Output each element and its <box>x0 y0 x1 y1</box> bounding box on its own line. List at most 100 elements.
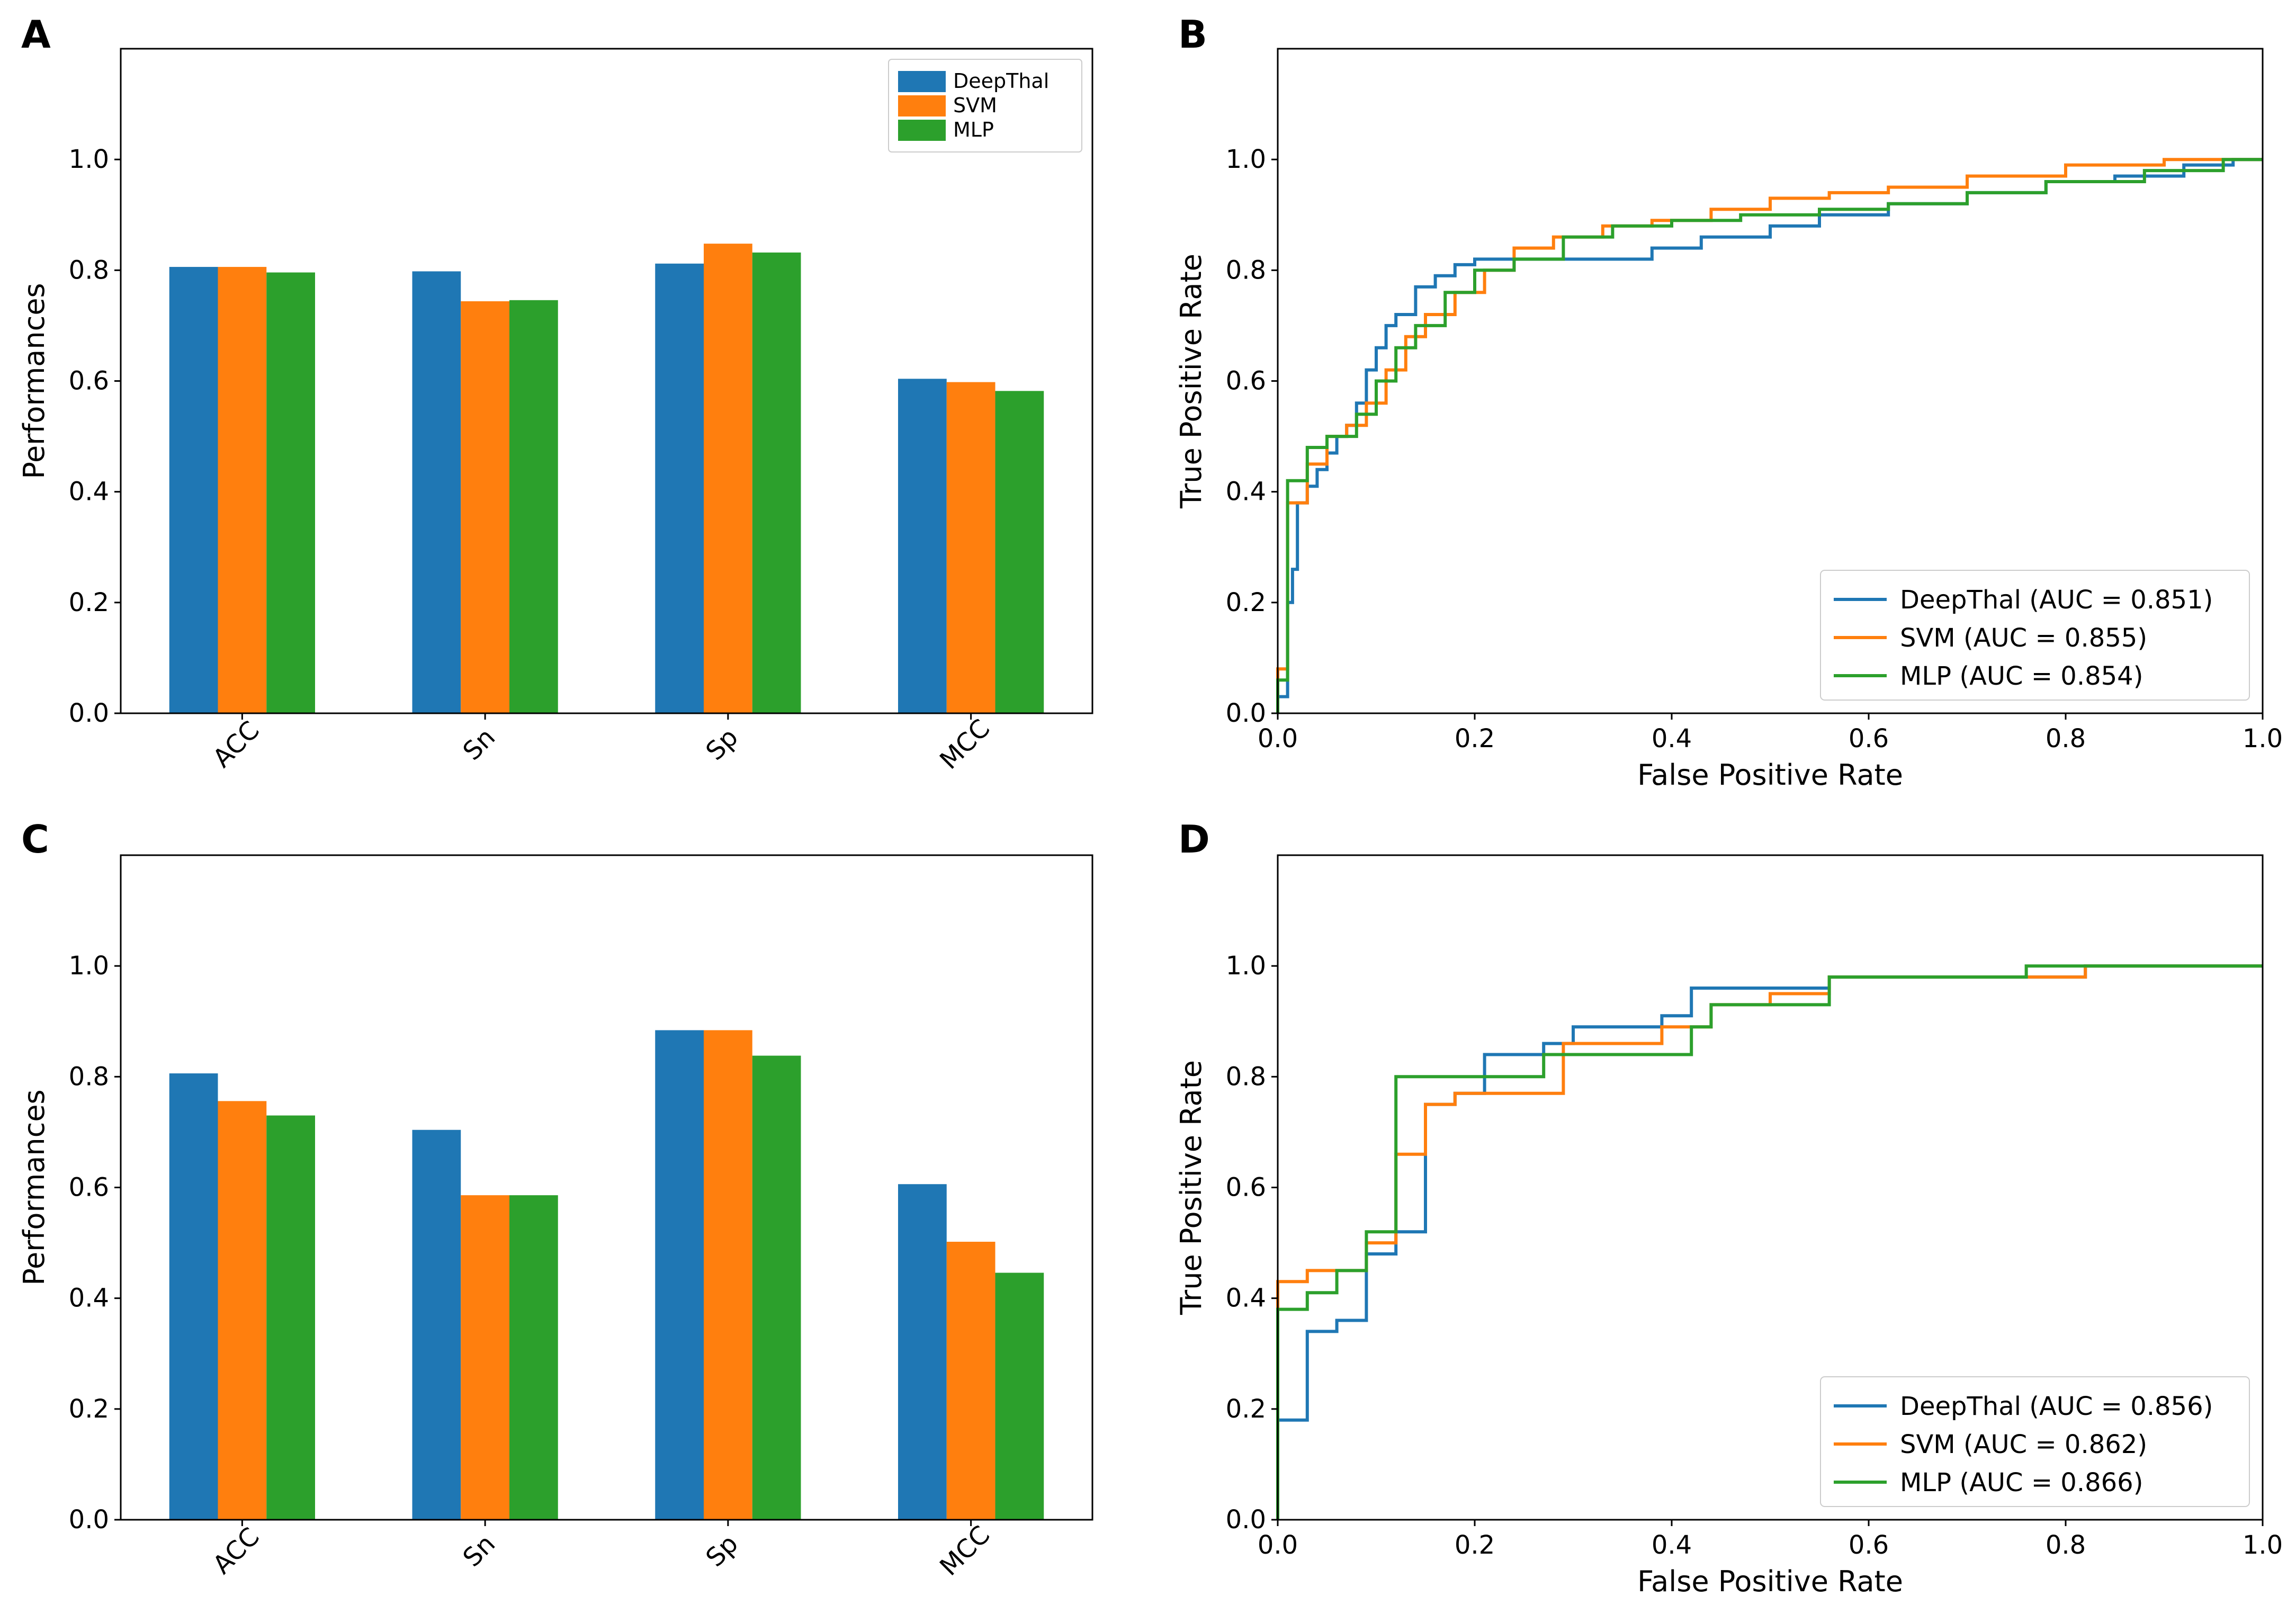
legend-label-deepthal: DeepThal (AUC = 0.856) <box>1900 1392 2213 1421</box>
y-tick-label: 0.6 <box>1226 366 1266 396</box>
bar-mlp-sp <box>752 1055 801 1520</box>
panel-a: A ACC Sn Sp MCC0.00.20.40.60.81.0Performanc… <box>17 12 1093 775</box>
bar-mlp-acc <box>266 272 315 713</box>
y-tick-label: 0.8 <box>69 1062 109 1091</box>
bar-deepthal-sn <box>412 1129 461 1520</box>
x-tick-label: 0.8 <box>2046 1530 2086 1560</box>
x-tick-label: 1.0 <box>2243 724 2283 754</box>
bar-svm-mcc <box>946 382 995 713</box>
panel-letter-c: C <box>21 817 49 862</box>
legend-box <box>1820 570 2250 701</box>
y-axis-title: True Positive Rate <box>1174 254 1208 509</box>
bar-svm-sp <box>704 1030 752 1520</box>
panel-letter-b: B <box>1178 12 1207 57</box>
y-tick-label: 0.8 <box>69 255 109 285</box>
x-tick-label: 0.0 <box>1258 724 1298 754</box>
plot-frame <box>1277 854 2264 1521</box>
bar-deepthal-acc <box>169 1073 218 1520</box>
y-tick-label: 0.2 <box>69 1394 109 1424</box>
legend-label-svm: SVM (AUC = 0.862) <box>1900 1430 2147 1459</box>
x-tick-label: 0.4 <box>1652 724 1692 754</box>
y-tick-label: 0.4 <box>69 1284 109 1313</box>
y-tick-label: 0.4 <box>1226 477 1266 507</box>
plot-frame <box>120 48 1093 714</box>
y-axis-title: True Positive Rate <box>1174 1060 1208 1315</box>
legend-label-mlp: MLP (AUC = 0.854) <box>1900 661 2143 691</box>
bar-deepthal-sp <box>655 263 704 713</box>
bar-svm-acc <box>218 1101 267 1520</box>
legend-swatch-svm <box>898 95 946 116</box>
panel-letter-d: D <box>1178 817 1210 862</box>
y-tick-label: 0.8 <box>1226 255 1266 285</box>
y-tick-label: 0.0 <box>69 698 109 728</box>
y-axis-title: Performances <box>17 1089 51 1285</box>
x-tick-label: 0.6 <box>1849 724 1889 754</box>
y-tick-label: 0.2 <box>69 588 109 617</box>
x-tick-label: 0.6 <box>1849 1530 1889 1560</box>
x-tick-label: 0.2 <box>1455 724 1495 754</box>
y-tick-label: 1.0 <box>69 145 109 174</box>
legend-label-mlp: MLP (AUC = 0.866) <box>1900 1468 2143 1498</box>
plot-frame <box>1277 48 2264 714</box>
y-tick-label: 0.6 <box>69 1173 109 1203</box>
x-tick-label: 0.0 <box>1258 1530 1298 1560</box>
bar-mlp-sn <box>509 1195 558 1520</box>
panel-letter-a: A <box>21 12 51 57</box>
x-axis-title: False Positive Rate <box>1637 1565 1903 1598</box>
y-tick-label: 0.4 <box>69 477 109 507</box>
legend: DeepThal (AUC = 0.856) SVM (AUC = 0.862) M… <box>1820 1376 2250 1507</box>
roc-curve-mlp <box>1276 964 2263 1520</box>
panel-b: B 0.0 0.2 0.4 0.6 0.8 1.0 False Positive Rate 0… <box>1174 12 2283 792</box>
legend-label-deepthal: DeepThal <box>953 69 1049 93</box>
bar-svm-sn <box>461 1195 509 1520</box>
y-tick-label: 0.8 <box>1226 1062 1266 1091</box>
bar-mlp-mcc <box>995 1272 1044 1520</box>
bar-svm-mcc <box>946 1241 995 1520</box>
y-tick-label: 0.2 <box>1226 1394 1266 1424</box>
bar-deepthal-sp <box>655 1030 704 1520</box>
x-tick-label: 0.4 <box>1652 1530 1692 1560</box>
bar-deepthal-mcc <box>898 1184 947 1520</box>
legend-label-svm: SVM <box>953 94 997 117</box>
panel-c: C ACC Sn Sp MCC0.00.20.40.60.81.0Performanc… <box>17 817 1093 1582</box>
y-tick-label: 0.6 <box>1226 1173 1266 1203</box>
bar-deepthal-mcc <box>898 379 947 713</box>
y-tick-label: 0.6 <box>69 366 109 396</box>
y-tick-label: 0.4 <box>1226 1284 1266 1313</box>
bar-mlp-acc <box>266 1115 315 1520</box>
legend-label-svm: SVM (AUC = 0.855) <box>1900 623 2147 653</box>
bar-deepthal-acc <box>169 267 218 713</box>
bar-svm-sp <box>704 244 752 714</box>
legend-label-mlp: MLP <box>953 118 994 141</box>
x-tick-label: 0.2 <box>1455 1530 1495 1560</box>
y-tick-label: 0.0 <box>1226 1505 1266 1535</box>
bar-mlp-sp <box>752 252 801 713</box>
legend-box <box>1820 1376 2250 1507</box>
x-tick-label: 1.0 <box>2243 1530 2283 1560</box>
bar-svm-sn <box>461 301 509 713</box>
bar-deepthal-sn <box>412 271 461 713</box>
x-tick-label: 0.8 <box>2046 724 2086 754</box>
bar-svm-acc <box>218 267 267 713</box>
y-tick-label: 1.0 <box>69 951 109 981</box>
y-tick-label: 1.0 <box>1226 951 1266 981</box>
plot-frame <box>120 854 1093 1521</box>
roc-curve-deepthal <box>1276 964 2263 1520</box>
y-tick-label: 0.0 <box>69 1505 109 1535</box>
panel-d: D 0.0 0.2 0.4 0.6 0.8 1.0 False Positive Rate 0… <box>1174 817 2283 1598</box>
legend-swatch-deepthal <box>898 71 946 92</box>
roc-curve-mlp <box>1276 158 2263 713</box>
legend-label-deepthal: DeepThal (AUC = 0.851) <box>1900 585 2213 615</box>
legend-swatch-mlp <box>898 120 946 141</box>
y-axis-title: Performances <box>17 283 51 479</box>
y-tick-label: 0.2 <box>1226 588 1266 617</box>
bar-mlp-sn <box>509 300 558 713</box>
y-tick-label: 0.0 <box>1226 698 1266 728</box>
y-tick-label: 1.0 <box>1226 145 1266 174</box>
bar-mlp-mcc <box>995 391 1044 713</box>
x-axis-title: False Positive Rate <box>1637 758 1903 792</box>
legend: DeepThal (AUC = 0.851) SVM (AUC = 0.855) M… <box>1820 570 2250 701</box>
